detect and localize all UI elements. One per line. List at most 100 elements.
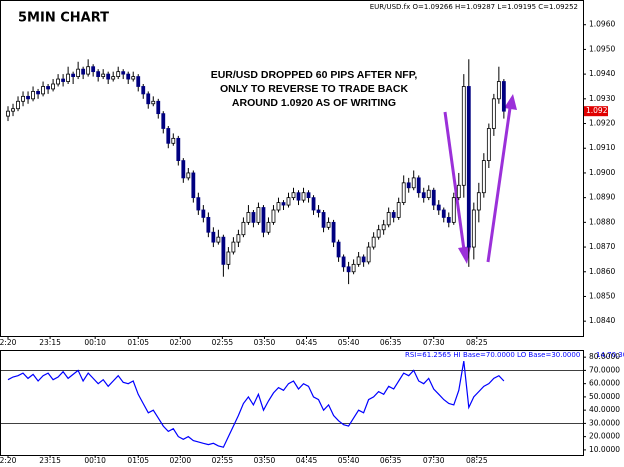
candle-body [91,66,96,73]
candle-body [406,182,411,189]
candle-body [391,212,396,218]
y-tick-label: 1.0920 [589,119,615,128]
candle-body [266,221,271,233]
candle-body [476,192,481,211]
y-tick-label: 10.0000 [589,445,620,454]
x-tick-label: 07:30 [423,338,445,347]
candle-body [76,68,81,77]
candle-body [41,86,45,95]
price-pane [0,0,584,337]
rsi-params: 14,70,30 [596,351,624,359]
x-tick-label: 23:15 [39,456,61,465]
candle-body [51,83,55,90]
candle-body [341,256,346,268]
candle-body [361,256,366,263]
x-tick-label: 00:10 [84,338,106,347]
candle-body [121,71,126,75]
candle-body [286,197,291,206]
candle-body [416,177,421,194]
y-tick-label: 30.0000 [589,418,620,427]
candle-body [446,217,451,223]
candle-body [16,100,20,110]
candle-body [346,266,351,273]
candle-body [141,86,146,95]
x-tick-label: 02:00 [169,338,191,347]
candle-body [211,231,216,243]
annotation: EUR/USD DROPPED 60 PIPS AFTER NFP, [211,69,418,81]
candle-body [271,209,276,223]
candle-body [216,236,221,243]
candle-body [116,71,121,77]
candle-body [66,73,71,82]
candle-body [466,86,471,248]
candle-body [411,177,416,189]
candle-body [176,137,181,161]
candle-body [241,221,246,236]
candle-body [326,221,331,228]
candle-body [251,212,256,223]
candle-body [471,209,476,248]
candle-body [321,212,326,228]
y-tick-label: 1.0910 [589,143,615,152]
arrows [443,94,517,264]
candle-body [291,192,296,199]
candle-body [221,236,226,265]
last-price-box [584,106,608,117]
x-tick-label: 04:45 [296,338,318,347]
y-tick-label: 1.0890 [589,193,615,202]
candle-body [6,110,10,117]
x-tick-label: 2:20 [0,456,17,465]
candle-body [191,172,196,199]
x-tick-label: 02:55 [212,338,234,347]
candle-body [436,204,441,211]
x-tick-label: 06:35 [380,456,402,465]
candle-body [31,91,35,100]
x-tick-label: 08:25 [466,456,488,465]
y-tick-label: 1.0870 [589,242,615,251]
candle-body [156,100,161,115]
annotation: AROUND 1.0920 AS OF WRITING [232,97,396,109]
arrow-down [443,111,466,251]
candle-body [126,73,131,80]
candle-body [101,73,106,77]
chart-title: 5MIN CHART [18,11,109,26]
candle-body [186,172,191,179]
candle-body [256,207,261,223]
candle-body [426,189,431,199]
candle-body [306,192,311,199]
y-tick-label: 50.0000 [589,392,620,401]
price-header: EUR/USD.fx O=1.09266 H=1.09287 L=1.09195… [370,3,578,11]
candle-body [501,81,506,112]
candle-body [136,76,141,87]
candle-body [11,108,15,112]
candle-body [181,160,186,179]
candle-body [26,95,30,100]
x-tick-label: 02:55 [212,456,234,465]
rsi-header: RSI=61.2565 HI Base=70.0000 LO Base=30.0… [405,351,580,359]
candle-body [351,263,356,273]
x-tick-label: 2:20 [0,338,17,347]
candle-body [381,224,386,231]
x-tick-label: 07:30 [423,456,445,465]
candle-body [376,229,381,238]
y-tick-label: 80.0000 [589,352,620,361]
candle-body [311,197,316,211]
y-tick-label: 70.0000 [589,365,620,374]
candle-body [276,202,281,211]
candle-body [196,197,201,211]
candle-body [496,81,501,100]
y-tick-label: 1.0940 [589,69,615,78]
candle-body [441,209,446,218]
y-tick-label: 1.0850 [589,291,615,300]
arrow-head [504,94,517,110]
candle-body [61,78,66,82]
candle-body [201,209,206,218]
candle-body [171,137,176,144]
y-tick-label: 20.0000 [589,432,620,441]
candle-body [486,128,491,161]
candle-body [396,202,401,218]
candle-body [371,236,376,248]
candle-body [246,212,251,223]
candle-body [236,234,241,243]
